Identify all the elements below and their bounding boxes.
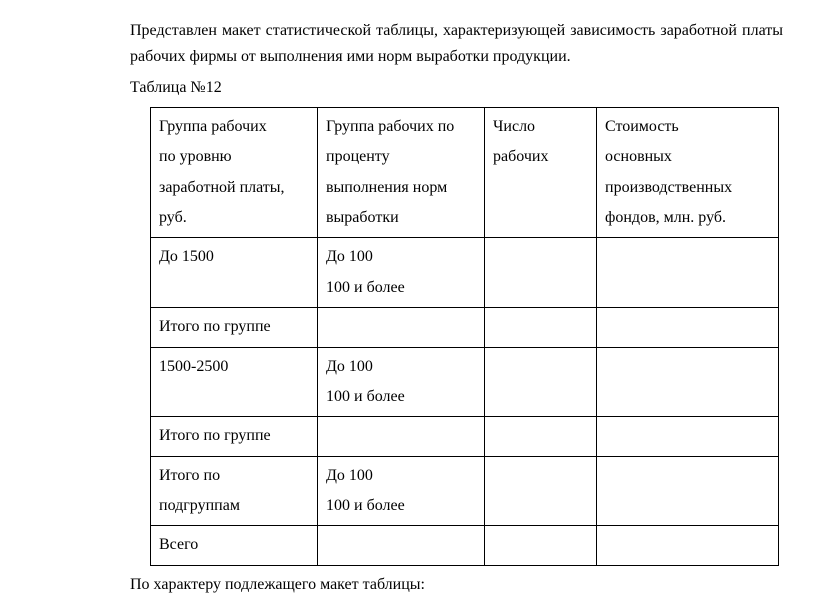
table-row: Итого по группе bbox=[151, 417, 779, 456]
text: До 1500 bbox=[159, 242, 309, 272]
text: выработки bbox=[326, 203, 476, 233]
cell bbox=[318, 417, 485, 456]
text: Группа рабочих по bbox=[326, 112, 476, 142]
text: 100 и более bbox=[326, 491, 476, 521]
text: выполнения норм bbox=[326, 173, 476, 203]
text: Итого по bbox=[159, 461, 309, 491]
header-cell-1: Группа рабочих по уровню заработной плат… bbox=[151, 107, 318, 238]
cell bbox=[597, 526, 779, 565]
cell bbox=[597, 238, 779, 308]
cell bbox=[318, 526, 485, 565]
cell: Всего bbox=[151, 526, 318, 565]
cell: Итого по группе bbox=[151, 417, 318, 456]
cell bbox=[485, 456, 597, 526]
text: Итого по группе bbox=[159, 312, 309, 342]
cell bbox=[485, 238, 597, 308]
text: рабочих bbox=[493, 142, 588, 172]
cell bbox=[485, 308, 597, 347]
table-row: До 1500 До 100 100 и более bbox=[151, 238, 779, 308]
cell: Итого по подгруппам bbox=[151, 456, 318, 526]
intro-paragraph: Представлен макет статистической таблицы… bbox=[130, 18, 783, 69]
table-row: 1500-2500 До 100 100 и более bbox=[151, 347, 779, 417]
text: До 100 bbox=[326, 461, 476, 491]
cell: Итого по группе bbox=[151, 308, 318, 347]
header-cell-3: Число рабочих bbox=[485, 107, 597, 238]
text: Всего bbox=[159, 530, 309, 560]
cell bbox=[318, 308, 485, 347]
footer-text: По характеру подлежащего макет таблицы: bbox=[130, 572, 783, 597]
text: заработной платы, bbox=[159, 173, 309, 203]
document-page: Представлен макет статистической таблицы… bbox=[0, 0, 833, 585]
text: До 100 bbox=[326, 352, 476, 382]
text: проценту bbox=[326, 142, 476, 172]
cell: До 100 100 и более bbox=[318, 347, 485, 417]
cell: 1500-2500 bbox=[151, 347, 318, 417]
cell: До 100 100 и более bbox=[318, 238, 485, 308]
text: производственных bbox=[605, 173, 770, 203]
table-row: Итого по подгруппам До 100 100 и более bbox=[151, 456, 779, 526]
table-header-row: Группа рабочих по уровню заработной плат… bbox=[151, 107, 779, 238]
stat-table: Группа рабочих по уровню заработной плат… bbox=[150, 107, 779, 566]
cell bbox=[597, 308, 779, 347]
text: Стоимость bbox=[605, 112, 770, 142]
cell bbox=[485, 526, 597, 565]
text: Итого по группе bbox=[159, 421, 309, 451]
cell bbox=[485, 347, 597, 417]
text: Группа рабочих bbox=[159, 112, 309, 142]
text: 100 и более bbox=[326, 273, 476, 303]
text: До 100 bbox=[326, 242, 476, 272]
cell bbox=[597, 456, 779, 526]
table-row: Всего bbox=[151, 526, 779, 565]
table-row: Итого по группе bbox=[151, 308, 779, 347]
text: фондов, млн. руб. bbox=[605, 203, 770, 233]
text: 1500-2500 bbox=[159, 352, 309, 382]
text: 100 и более bbox=[326, 382, 476, 412]
text: руб. bbox=[159, 203, 309, 233]
text: по уровню bbox=[159, 142, 309, 172]
text: Число bbox=[493, 112, 588, 142]
header-cell-4: Стоимость основных производственных фонд… bbox=[597, 107, 779, 238]
text: подгруппам bbox=[159, 491, 309, 521]
cell: До 100 100 и более bbox=[318, 456, 485, 526]
cell bbox=[485, 417, 597, 456]
cell bbox=[597, 417, 779, 456]
cell bbox=[597, 347, 779, 417]
text: основных bbox=[605, 142, 770, 172]
header-cell-2: Группа рабочих по проценту выполнения но… bbox=[318, 107, 485, 238]
table-caption: Таблица №12 bbox=[130, 75, 783, 101]
cell: До 1500 bbox=[151, 238, 318, 308]
